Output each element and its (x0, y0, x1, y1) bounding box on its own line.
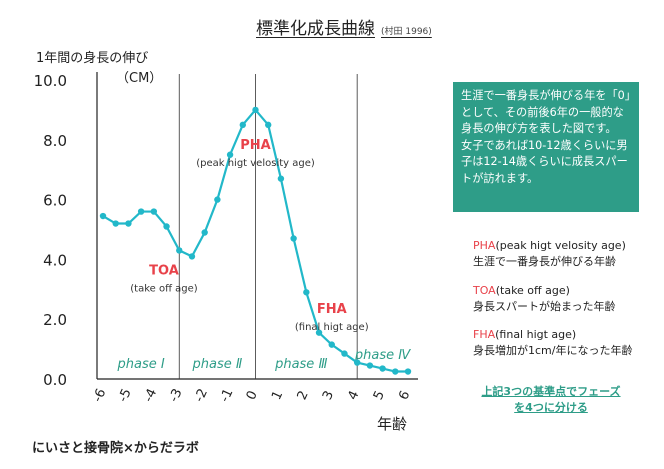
y-tick-label: 2.0 (43, 311, 67, 329)
data-point (188, 253, 196, 260)
legend-toa: TOA(take off age) 身長スパートが始まった年齢 (473, 283, 616, 315)
data-point (99, 212, 107, 220)
legend-pha: PHA(peak higt velosity age) 生涯で一番身長が伸びる年… (473, 238, 626, 270)
data-point (201, 229, 208, 236)
info-text-1: 生涯で一番身長が伸びる年を「0」として、その前後6年の一般的な身長の伸び方を表し… (461, 89, 631, 135)
annotation-toa-sub: (take off age) (130, 283, 198, 294)
data-point (214, 196, 221, 203)
annotation-fha-sub: (final higt age) (295, 322, 369, 333)
x-tick-label: -3 (167, 386, 186, 404)
info-box: 生涯で一番身長が伸びる年を「0」として、その前後6年の一般的な身長の伸び方を表し… (453, 82, 639, 212)
x-tick-label: -5 (116, 386, 135, 404)
data-point (252, 106, 259, 114)
legend-fha-desc: 身長増加が1cm/年になった年齢 (473, 344, 633, 357)
data-point (176, 247, 183, 254)
legend-fha-key: FHA (473, 328, 496, 341)
y-axis-label: 1年間の身長の伸び (36, 51, 149, 66)
footer-credit: にいさと接骨院×からだラボ (32, 441, 199, 456)
x-tick-label: 6 (396, 389, 413, 403)
data-point (315, 329, 323, 336)
phase-label: phase Ⅲ (274, 357, 327, 372)
data-point (328, 341, 335, 348)
data-point (353, 359, 361, 366)
legend-toa-sub: (take off age) (495, 284, 570, 297)
info-text-2: 女子であれば10-12歳くらいに男子は12-14歳くらいに成長スパートが訪れます… (461, 138, 628, 185)
x-tick-label: 4 (345, 389, 362, 403)
phase-label: phase Ⅱ (191, 357, 242, 372)
x-tick-label: -4 (141, 386, 160, 404)
data-point (303, 289, 310, 296)
legend-toa-key: TOA (473, 284, 496, 297)
y-tick-label: 4.0 (43, 251, 67, 269)
x-tick-label: -2 (192, 386, 211, 404)
chart-title: 標準化成長曲線 (村田 1996) (256, 14, 432, 39)
x-tick-label: 0 (244, 389, 261, 403)
legend-fha: FHA(final higt age) 身長増加が1cm/年になった年齢 (473, 327, 632, 359)
data-point (226, 151, 234, 158)
annotation-pha-sub: (peak higt velosity age) (196, 158, 315, 169)
x-tick-label: 1 (269, 389, 286, 403)
chart-title-text: 標準化成長曲線 (256, 19, 375, 39)
data-point (239, 121, 246, 129)
legend-pha-sub: (peak higt velosity age) (495, 239, 626, 252)
phase-label: phase Ⅳ (354, 348, 411, 363)
phase-note: 上記3つの基準点でフェーズを4つに分ける (481, 385, 621, 414)
x-tick-label: 5 (371, 389, 388, 403)
data-point (125, 220, 132, 227)
y-tick-label: 6.0 (43, 192, 67, 210)
data-point (277, 175, 285, 182)
x-tick-label: -6 (90, 386, 109, 404)
annotation-toa: TOA (149, 263, 179, 278)
y-axis-unit: （CM） (116, 71, 163, 86)
y-tick-label: 8.0 (43, 132, 67, 150)
data-point (404, 368, 412, 375)
x-axis-label: 年齢 (377, 415, 408, 433)
data-point (290, 235, 297, 242)
data-point (150, 208, 158, 215)
chart-title-source: (村田 1996) (381, 27, 432, 37)
data-point (379, 365, 386, 372)
legend-toa-desc: 身長スパートが始まった年齢 (473, 300, 616, 313)
data-point (366, 362, 374, 369)
y-tick-label: 0.0 (43, 371, 67, 389)
annotation-fha: FHA (317, 302, 347, 317)
legend-fha-sub: (final higt age) (495, 328, 577, 341)
data-point (112, 220, 119, 227)
data-point (392, 368, 399, 375)
phase-label: phase Ⅰ (117, 357, 165, 372)
growth-chart: 0.0 2.0 4.0 6.0 8.0 10.0 -6 -5 -4 -3 -2 -1 0 1 2 3 4 5 6 ph… (34, 72, 418, 405)
annotation-pha: PHA (240, 138, 270, 153)
legend-pha-key: PHA (473, 239, 496, 252)
data-point (341, 350, 348, 357)
data-point (265, 121, 272, 129)
x-tick-label: -1 (217, 386, 236, 404)
data-point (137, 208, 145, 215)
legend-pha-desc: 生涯で一番身長が伸びる年齢 (473, 255, 616, 268)
data-point (163, 223, 170, 230)
x-tick-label: 2 (295, 389, 312, 403)
x-tick-label: 3 (320, 389, 337, 403)
y-tick-label: 10.0 (34, 72, 67, 90)
